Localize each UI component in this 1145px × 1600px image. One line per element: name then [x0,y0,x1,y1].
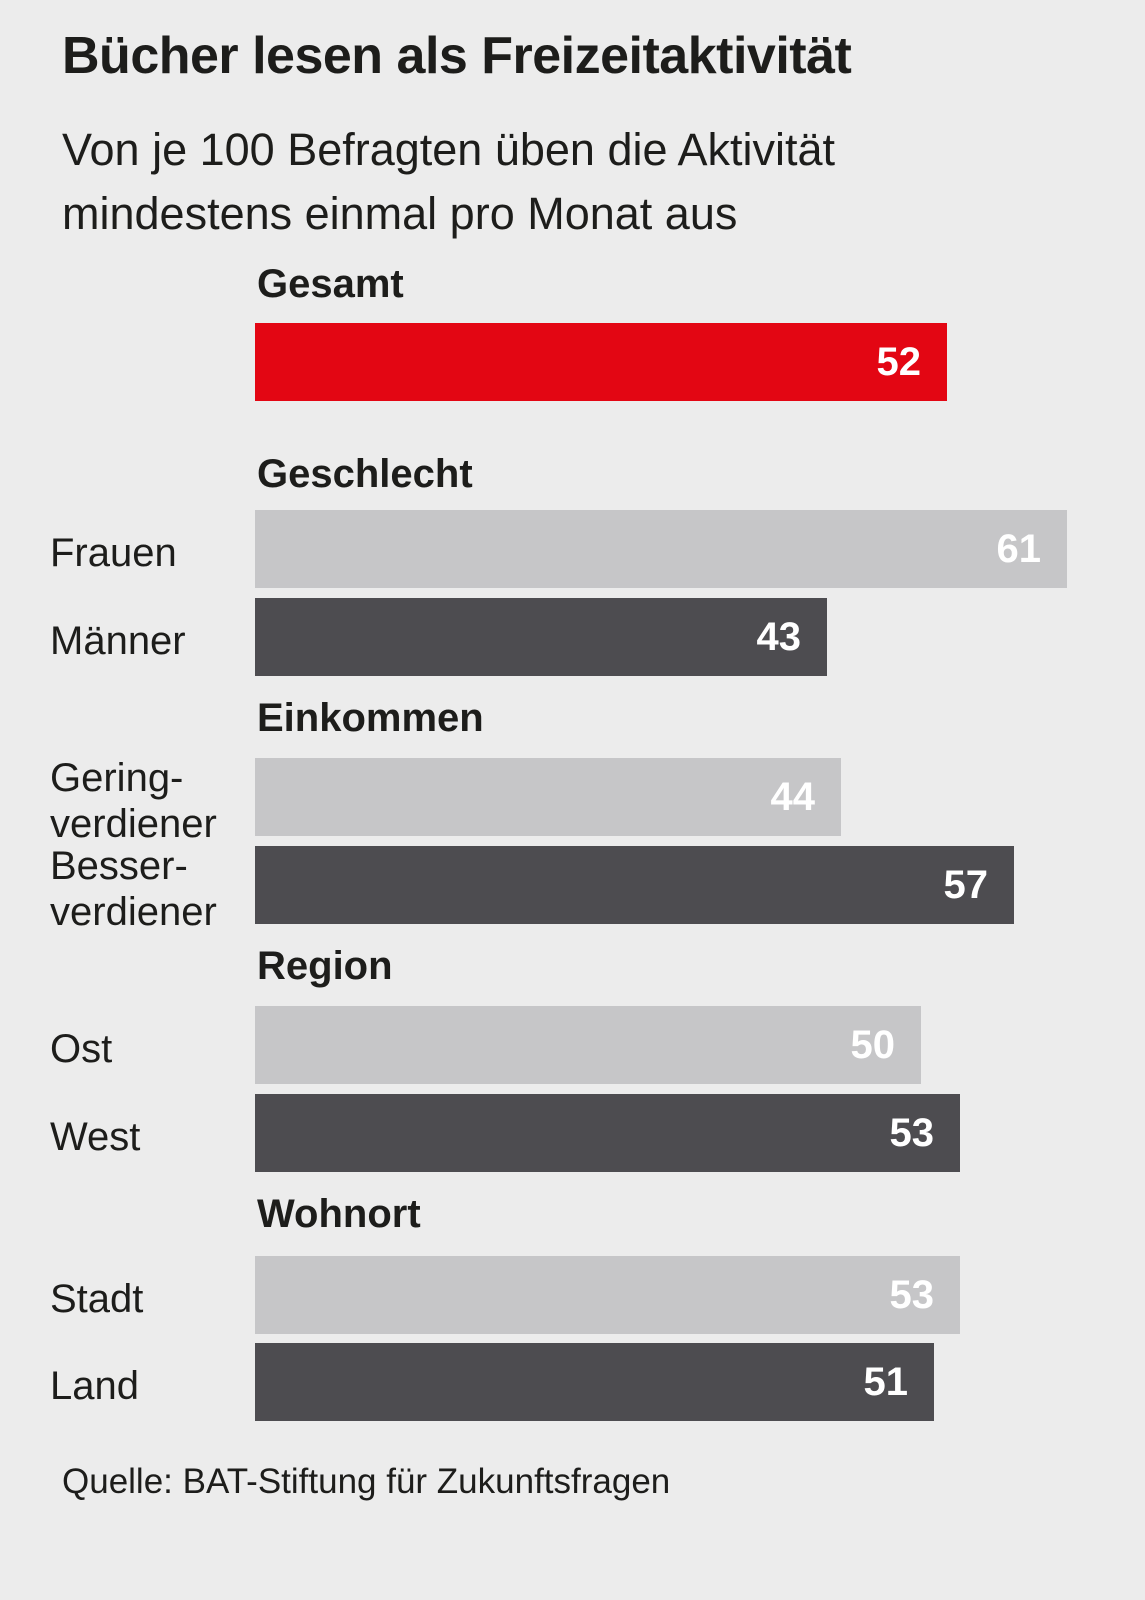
subtitle-line: mindestens einmal pro Monat aus [62,188,738,239]
bar: 50 [255,1006,921,1084]
bar-value-label: 53 [889,1273,935,1317]
bar-value-label: 57 [943,863,989,907]
category-label: Ost [50,1027,113,1071]
subtitle-line: Von je 100 Befragten üben die Aktivität [62,124,836,175]
bar-value-label: 53 [889,1111,935,1155]
group-heading: Region [257,944,393,988]
category-label: Frauen [50,531,177,575]
bar: 53 [255,1256,960,1334]
group-heading: Geschlecht [257,452,473,496]
bar: 51 [255,1343,934,1421]
category-label: Land [50,1364,139,1408]
bar: 52 [255,323,947,401]
group-heading: Einkommen [257,696,484,740]
bar-value-label: 50 [850,1023,896,1067]
category-label: Gering- verdiener [50,756,217,846]
bar: 43 [255,598,827,676]
bar-value-label: 52 [876,340,922,384]
chart-title: Bücher lesen als Freizeitaktivität [62,27,852,85]
bar: 44 [255,758,841,836]
category-label: Stadt [50,1277,144,1321]
bar-value-label: 61 [996,527,1042,571]
category-label: Männer [50,619,186,663]
category-label: Besser- verdiener [50,844,217,934]
source-note: Quelle: BAT-Stiftung für Zukunftsfragen [62,1462,671,1501]
group-heading: Wohnort [257,1192,421,1236]
bar-value-label: 51 [863,1360,909,1404]
group-heading: Gesamt [257,262,404,306]
bar-value-label: 43 [756,615,802,659]
category-label: West [50,1115,141,1159]
chart-subtitle: Von je 100 Befragten üben die Aktivität … [62,118,1062,246]
bar-value-label: 44 [770,775,816,819]
bar: 57 [255,846,1014,924]
bar: 61 [255,510,1067,588]
bar: 53 [255,1094,960,1172]
